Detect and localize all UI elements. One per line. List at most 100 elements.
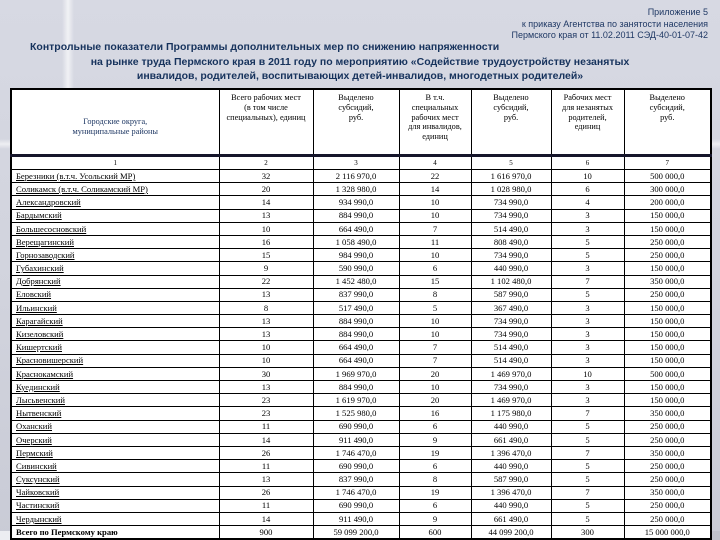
table-row: Бардымский 13 884 990,0 10 734 990,0 3 150 000… xyxy=(10,208,712,223)
value-cell: 10 xyxy=(218,353,314,368)
value-cell: 884 990,0 xyxy=(312,379,400,395)
value-cell: 11 xyxy=(218,459,314,474)
indicators-table: Городские округа, муниципальные районы В… xyxy=(10,88,712,540)
value-cell: 9 xyxy=(398,511,472,527)
col-header-subsidies-3: Выделено субсидий, руб. xyxy=(623,88,712,156)
value-cell: 3 xyxy=(550,353,625,368)
value-cell: 20 xyxy=(218,182,314,197)
value-cell: 734 990,0 xyxy=(470,327,552,342)
column-number: 3 xyxy=(312,154,400,170)
value-cell: 734 990,0 xyxy=(470,195,552,210)
district-name: Большесосновский xyxy=(10,221,220,236)
value-cell: 16 xyxy=(218,234,314,250)
value-cell: 440 990,0 xyxy=(470,459,552,474)
value-cell: 690 990,0 xyxy=(312,419,400,434)
table-row: Краснокамский 30 1 969 970,0 20 1 469 970,0 1… xyxy=(10,366,712,382)
district-name: Всего по Пермскому краю xyxy=(10,525,220,540)
value-cell: 250 000,0 xyxy=(623,472,712,487)
value-cell: 5 xyxy=(550,498,625,513)
value-cell: 150 000,0 xyxy=(623,353,712,368)
value-cell: 934 990,0 xyxy=(312,195,400,210)
value-cell: 5 xyxy=(550,248,625,263)
value-cell: 5 xyxy=(550,234,625,250)
value-cell: 150 000,0 xyxy=(623,340,712,355)
title-line: Контрольные показатели Программы дополни… xyxy=(30,41,500,53)
value-cell: 16 xyxy=(398,406,472,421)
district-name: Карагайский xyxy=(10,314,220,329)
col-header-subsidies-1: Выделено субсидий, руб. xyxy=(312,88,400,156)
value-cell: 808 490,0 xyxy=(470,234,552,250)
table-row: Ильинский 8 517 490,0 5 367 490,0 3 150 000,0 xyxy=(10,300,712,316)
value-cell: 15 xyxy=(218,248,314,263)
value-cell: 20 xyxy=(398,393,472,408)
table-row: Сивинский 11 690 990,0 6 440 990,0 5 250 000,0 xyxy=(10,459,712,474)
value-cell: 590 990,0 xyxy=(312,261,400,276)
value-cell: 10 xyxy=(398,208,472,223)
district-name: Красновишерский xyxy=(10,353,220,368)
value-cell: 250 000,0 xyxy=(623,432,712,447)
value-cell: 32 xyxy=(218,168,314,184)
col-header-total-jobs: Всего рабочих мест (в том числе специаль… xyxy=(218,88,314,156)
value-cell: 7 xyxy=(550,485,625,500)
value-cell: 250 000,0 xyxy=(623,419,712,434)
total-row: Всего по Пермскому краю 900 59 099 200,0 60… xyxy=(10,525,712,540)
appendix-reference: Приложение 5 к приказу Агентства по заня… xyxy=(512,7,708,42)
value-cell: 350 000,0 xyxy=(623,274,712,289)
value-cell: 14 xyxy=(218,432,314,447)
value-cell: 250 000,0 xyxy=(623,498,712,513)
header-row: Городские округа, муниципальные районы В… xyxy=(10,88,712,156)
value-cell: 837 990,0 xyxy=(312,472,400,487)
value-cell: 3 xyxy=(550,221,625,236)
value-cell: 23 xyxy=(218,393,314,408)
district-name: Бардымский xyxy=(10,208,220,223)
value-cell: 19 xyxy=(398,485,472,500)
value-cell: 3 xyxy=(550,208,625,223)
value-cell: 514 490,0 xyxy=(470,353,552,368)
district-name: Верещагинский xyxy=(10,234,220,250)
district-name: Оханский xyxy=(10,419,220,434)
value-cell: 10 xyxy=(398,195,472,210)
value-cell: 734 990,0 xyxy=(470,379,552,395)
value-cell: 7 xyxy=(398,353,472,368)
appendix-line: к приказу Агентства по занятости населен… xyxy=(521,18,708,29)
value-cell: 1 102 480,0 xyxy=(470,274,552,289)
table-row: Соликамск (в.т.ч. Соликамский МР) 20 1 328… xyxy=(10,182,712,197)
district-name: Соликамск (в.т.ч. Соликамский МР) xyxy=(10,182,220,197)
table-row: Березники (в.т.ч. Усольский МР) 32 2 116 9… xyxy=(10,168,712,184)
title-line: на рынке труда Пермского края в 2011 год… xyxy=(90,55,630,68)
value-cell: 15 000 000,0 xyxy=(623,525,712,540)
district-name: Чердынский xyxy=(10,511,220,527)
value-cell: 3 xyxy=(550,300,625,316)
table-row: Частинский 11 690 990,0 6 440 990,0 5 250 000,… xyxy=(10,498,712,513)
value-cell: 10 xyxy=(218,340,314,355)
value-cell: 8 xyxy=(398,287,472,302)
table-row: Большесосновский 10 664 490,0 7 514 490,0 3 15… xyxy=(10,221,712,236)
value-cell: 13 xyxy=(218,287,314,302)
table-row: Губахинский 9 590 990,0 6 440 990,0 3 150 000,… xyxy=(10,261,712,276)
value-cell: 7 xyxy=(550,445,625,461)
value-cell: 20 xyxy=(398,366,472,382)
table-row: Кизеловский 13 884 990,0 10 734 990,0 3 150 00… xyxy=(10,327,712,342)
table-row: Александровский 14 934 990,0 10 734 990,0 4 20… xyxy=(10,195,712,210)
value-cell: 10 xyxy=(398,327,472,342)
table-row: Нытвенский 23 1 525 980,0 16 1 175 980,0 7 350… xyxy=(10,406,712,421)
col-header-special-jobs: В т.ч. специальных рабочих мест для инва… xyxy=(398,88,472,156)
column-number: 2 xyxy=(218,154,314,170)
district-name: Ильинский xyxy=(10,300,220,316)
district-name: Горнозаводский xyxy=(10,248,220,263)
column-number: 1 xyxy=(10,154,220,170)
value-cell: 587 990,0 xyxy=(470,472,552,487)
value-cell: 1 175 980,0 xyxy=(470,406,552,421)
value-cell: 11 xyxy=(218,419,314,434)
table-row: Очерский 14 911 490,0 9 661 490,0 5 250 000,0 xyxy=(10,432,712,447)
value-cell: 250 000,0 xyxy=(623,287,712,302)
table-row: Пермский 26 1 746 470,0 19 1 396 470,0 7 350 0… xyxy=(10,445,712,461)
district-name: Нытвенский xyxy=(10,406,220,421)
value-cell: 911 490,0 xyxy=(312,432,400,447)
column-number-row: 1 2 3 4 5 6 7 xyxy=(10,154,712,170)
appendix-line: Пермского края от 11.02.2011 СЭД-40-01-0… xyxy=(511,30,708,41)
value-cell: 690 990,0 xyxy=(312,459,400,474)
value-cell: 15 xyxy=(398,274,472,289)
value-cell: 350 000,0 xyxy=(623,485,712,500)
value-cell: 911 490,0 xyxy=(312,511,400,527)
